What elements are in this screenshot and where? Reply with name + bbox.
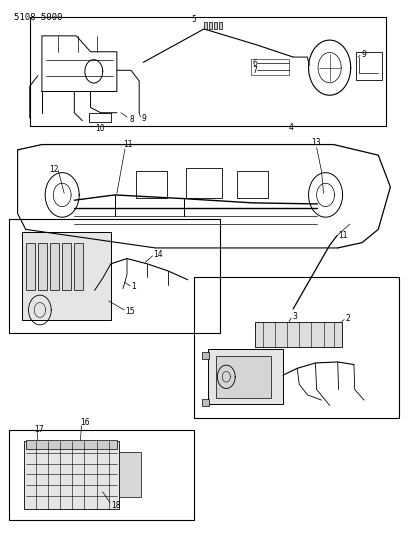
Bar bbox=[219, 22, 222, 29]
Bar bbox=[208, 349, 283, 405]
Text: 10: 10 bbox=[95, 124, 105, 133]
Bar bbox=[9, 219, 220, 333]
Text: 9: 9 bbox=[141, 114, 146, 123]
Text: 4: 4 bbox=[289, 123, 294, 132]
Text: 14: 14 bbox=[153, 251, 163, 260]
Bar bbox=[22, 232, 111, 319]
Bar bbox=[30, 17, 386, 126]
Text: 12: 12 bbox=[49, 166, 59, 174]
Text: 1: 1 bbox=[131, 281, 136, 290]
Text: 2: 2 bbox=[345, 314, 350, 323]
Bar bbox=[251, 59, 289, 75]
Bar bbox=[255, 321, 342, 347]
Bar bbox=[186, 168, 222, 198]
Bar bbox=[26, 243, 35, 290]
Text: 18: 18 bbox=[111, 500, 120, 510]
Text: 8: 8 bbox=[129, 115, 134, 124]
Bar bbox=[26, 440, 117, 449]
Bar bbox=[202, 399, 209, 406]
Bar bbox=[204, 22, 207, 29]
Text: 11: 11 bbox=[338, 231, 347, 240]
Bar bbox=[24, 441, 119, 510]
Bar bbox=[62, 243, 71, 290]
Text: 7: 7 bbox=[253, 66, 257, 75]
Bar bbox=[194, 277, 399, 418]
Text: 11: 11 bbox=[123, 140, 133, 149]
Text: 13: 13 bbox=[311, 138, 321, 147]
Bar bbox=[202, 352, 209, 359]
Text: 6: 6 bbox=[253, 59, 257, 68]
Bar bbox=[237, 171, 268, 198]
Bar bbox=[214, 22, 217, 29]
Text: 5108 5000: 5108 5000 bbox=[13, 13, 62, 22]
Bar bbox=[9, 430, 194, 520]
Bar bbox=[209, 22, 212, 29]
Text: 16: 16 bbox=[80, 418, 90, 427]
Bar bbox=[136, 171, 167, 198]
Bar bbox=[356, 52, 382, 80]
Text: 17: 17 bbox=[35, 425, 44, 434]
Bar bbox=[89, 113, 111, 122]
Text: 15: 15 bbox=[125, 307, 135, 316]
Text: 5: 5 bbox=[191, 15, 196, 23]
Bar bbox=[119, 452, 141, 497]
Bar bbox=[74, 243, 83, 290]
Bar bbox=[38, 243, 47, 290]
Text: 3: 3 bbox=[293, 312, 297, 321]
Bar bbox=[50, 243, 59, 290]
Text: 9: 9 bbox=[361, 50, 366, 59]
Bar bbox=[216, 356, 271, 398]
